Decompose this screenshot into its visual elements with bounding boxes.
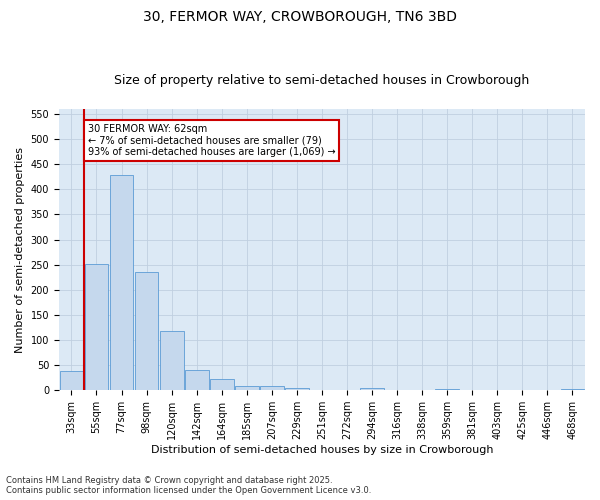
Bar — [210, 379, 233, 390]
Bar — [59, 371, 83, 390]
Text: Contains HM Land Registry data © Crown copyright and database right 2025.
Contai: Contains HM Land Registry data © Crown c… — [6, 476, 371, 495]
Y-axis label: Number of semi-detached properties: Number of semi-detached properties — [15, 146, 25, 352]
Bar — [235, 386, 259, 390]
Bar — [260, 386, 284, 390]
Bar — [560, 388, 584, 390]
X-axis label: Distribution of semi-detached houses by size in Crowborough: Distribution of semi-detached houses by … — [151, 445, 493, 455]
Bar — [436, 388, 459, 390]
Title: Size of property relative to semi-detached houses in Crowborough: Size of property relative to semi-detach… — [115, 74, 530, 87]
Bar — [285, 388, 309, 390]
Bar — [360, 388, 384, 390]
Bar — [185, 370, 209, 390]
Bar — [134, 272, 158, 390]
Text: 30, FERMOR WAY, CROWBOROUGH, TN6 3BD: 30, FERMOR WAY, CROWBOROUGH, TN6 3BD — [143, 10, 457, 24]
Bar — [160, 331, 184, 390]
Bar — [110, 176, 133, 390]
Text: 30 FERMOR WAY: 62sqm
← 7% of semi-detached houses are smaller (79)
93% of semi-d: 30 FERMOR WAY: 62sqm ← 7% of semi-detach… — [88, 124, 335, 158]
Bar — [85, 264, 109, 390]
